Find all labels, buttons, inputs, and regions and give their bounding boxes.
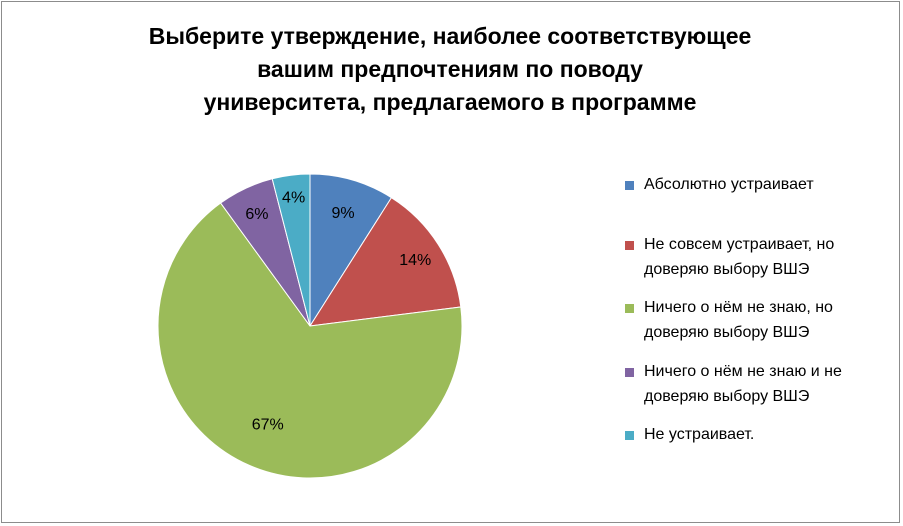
legend-label-line: Абсолютно устраивает bbox=[644, 176, 814, 193]
legend-label-line: доверяю выбору ВШЭ bbox=[644, 261, 810, 278]
slice-data-label: 14% bbox=[399, 252, 431, 269]
pie-slice bbox=[309, 196, 462, 327]
legend-swatch bbox=[625, 181, 634, 190]
legend-label-line: Не совсем устраивает, но bbox=[644, 236, 835, 253]
pie-slice bbox=[309, 173, 393, 328]
pie-slice bbox=[271, 173, 311, 327]
slice-data-label: 6% bbox=[245, 206, 268, 223]
legend-label-line: доверяю выбору ВШЭ bbox=[644, 324, 810, 341]
legend-label: Не устраивает. bbox=[644, 422, 754, 447]
legend-label-line: Ничего о нём не знаю, но bbox=[644, 299, 833, 316]
pie-slice bbox=[157, 202, 463, 479]
legend-label: Абсолютно устраивает bbox=[644, 172, 814, 197]
chart-title-line-1: Выберите утверждение, наиболее соответст… bbox=[148, 23, 752, 49]
legend-swatch bbox=[625, 431, 634, 440]
legend-swatch bbox=[625, 368, 634, 377]
legend-label-line: доверяю выбору ВШЭ bbox=[644, 388, 810, 405]
legend-label: Ничего о нём не знаю и не доверяю выбору … bbox=[644, 359, 842, 409]
slice-data-label: 9% bbox=[332, 205, 355, 222]
chart-title-line-3: университета, предлагаемого в программе bbox=[203, 89, 697, 115]
slice-data-label: 67% bbox=[252, 417, 284, 434]
legend-label-line: Не устраивает. bbox=[644, 426, 755, 443]
legend-swatch bbox=[625, 304, 634, 313]
legend-swatch bbox=[625, 241, 634, 250]
chart-title: Выберите утверждение, наиболее соответст… bbox=[60, 20, 840, 119]
chart-title-line-2: вашим предпочтениям по поводу bbox=[257, 56, 643, 82]
legend-label: Ничего о нём не знаю, но доверяю выбору В… bbox=[644, 295, 833, 345]
legend-label-line: Ничего о нём не знаю и не bbox=[644, 363, 842, 380]
legend-label: Не совсем устраивает, но доверяю выбору В… bbox=[644, 232, 834, 282]
slice-data-label: 4% bbox=[282, 189, 305, 206]
